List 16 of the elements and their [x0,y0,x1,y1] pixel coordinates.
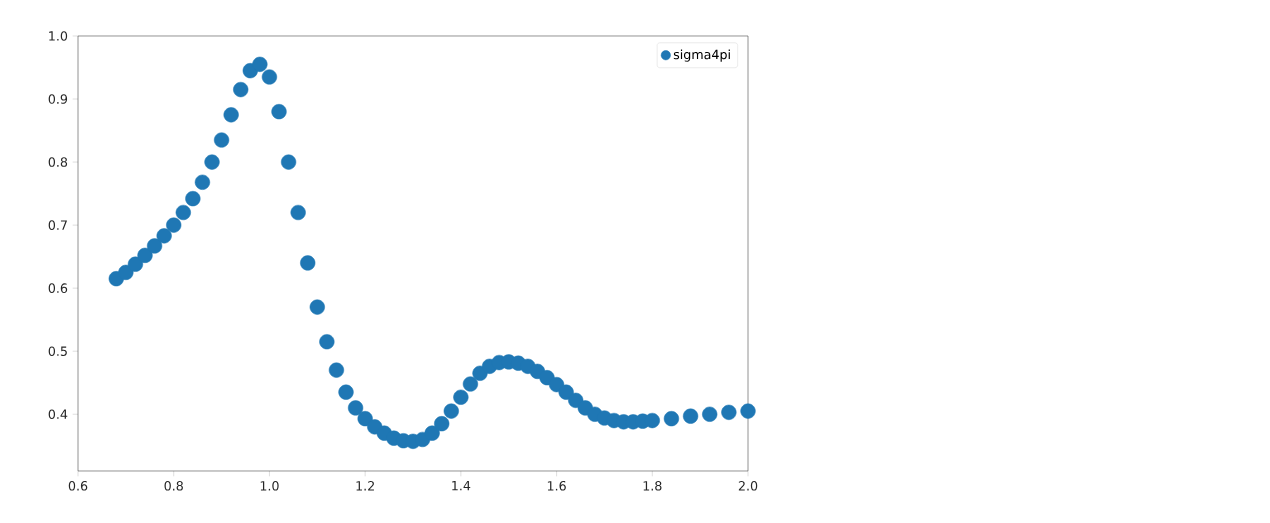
y-tick-label: 0.5 [48,346,67,356]
x-tick-label: 2.0 [738,481,758,491]
y-tick-label: 0.6 [48,283,68,293]
y-tick-label: 0.9 [48,94,68,104]
x-tick-label: 0.8 [164,481,183,491]
x-tick-label: 1.8 [643,481,662,491]
y-tick-label: 0.4 [48,409,68,420]
legend-label: sigma4pi [673,49,730,62]
x-tick-label: 1.0 [260,481,279,491]
x-tick-label: 1.2 [356,481,374,491]
x-tick-label: 1.6 [547,481,566,491]
x-tick-label: 1.4 [452,481,471,491]
y-tick-label: 0.7 [48,220,67,230]
y-tick-label: 0.8 [48,157,68,167]
y-tick-label: 1.0 [49,31,68,41]
x-tick-label: 0.6 [68,481,88,491]
